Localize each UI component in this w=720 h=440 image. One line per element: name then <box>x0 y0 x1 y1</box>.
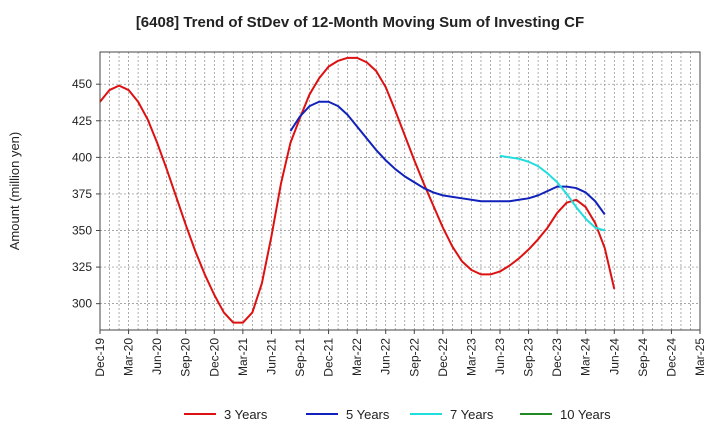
x-tick-label: Dec-20 <box>207 338 221 377</box>
x-axis-ticks: Dec-19 Mar-20 Jun-20 Sep-20 Dec-20 Mar-21 Jun-… <box>93 330 707 377</box>
x-tick-label: Mar-22 <box>350 338 364 376</box>
x-tick-label: Mar-23 <box>464 338 478 376</box>
plot-border <box>99 51 701 331</box>
x-tick-label: Mar-24 <box>579 338 593 376</box>
y-tick-label: 425 <box>72 114 92 128</box>
x-tick-label: Mar-25 <box>693 338 707 376</box>
x-tick-label: Jun-22 <box>379 338 393 375</box>
y-axis-title: Amount (million yen) <box>7 132 22 251</box>
plot-area <box>100 52 700 330</box>
series-lines <box>99 56 616 324</box>
x-tick-label: Dec-19 <box>93 338 107 377</box>
x-tick-label: Sep-22 <box>407 338 421 377</box>
legend: 3 Years 5 Years 7 Years 10 Years <box>184 407 611 422</box>
series-line-7-years <box>499 154 606 232</box>
x-tick-label: Jun-20 <box>150 338 164 375</box>
x-tick-label: Dec-24 <box>664 338 678 377</box>
series-line-5-years <box>289 100 606 215</box>
y-tick-label: 375 <box>72 187 92 201</box>
x-tick-label: Sep-23 <box>522 338 536 377</box>
legend-label-3-years: 3 Years <box>224 407 268 422</box>
x-tick-label: Mar-21 <box>236 338 250 376</box>
x-tick-label: Sep-21 <box>293 338 307 377</box>
y-tick-label: 350 <box>72 224 92 238</box>
y-tick-label: 450 <box>72 77 92 91</box>
legend-label-10-years: 10 Years <box>560 407 611 422</box>
x-tick-label: Jun-21 <box>264 338 278 375</box>
x-tick-label: Mar-20 <box>122 338 136 376</box>
y-tick-label: 300 <box>72 297 92 311</box>
series-line-3-years <box>99 56 616 324</box>
chart-title: [6408] Trend of StDev of 12-Month Moving… <box>135 14 585 31</box>
y-tick-label: 400 <box>72 150 92 164</box>
legend-label-5-years: 5 Years <box>346 407 390 422</box>
legend-label-7-years: 7 Years <box>450 407 494 422</box>
x-tick-label: Dec-23 <box>550 338 564 377</box>
x-tick-label: Jun-24 <box>607 338 621 375</box>
x-tick-label: Sep-24 <box>636 338 650 377</box>
x-tick-label: Dec-22 <box>436 338 450 377</box>
y-tick-label: 325 <box>72 260 92 274</box>
x-tick-label: Jun-23 <box>493 338 507 375</box>
grid-lines <box>100 52 700 330</box>
x-tick-label: Dec-21 <box>322 338 336 377</box>
y-axis-ticks: 300 325 350 375 400 425 450 <box>72 77 100 311</box>
x-tick-label: Sep-20 <box>179 338 193 377</box>
